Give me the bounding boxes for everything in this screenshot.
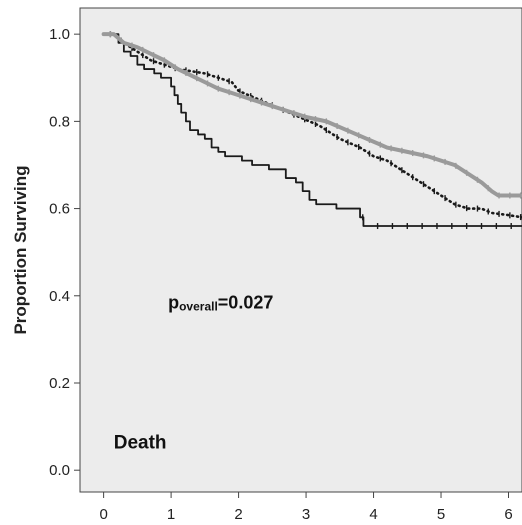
series-1-line [102, 33, 522, 227]
y-axis-title: Proportion Surviving [11, 165, 30, 334]
x-tick-label: 0 [99, 506, 107, 523]
y-tick-label: 0.6 [49, 201, 70, 218]
x-tick-label: 1 [167, 506, 175, 523]
x-tick-label: 3 [302, 506, 310, 523]
series-3-line [101, 32, 522, 198]
series-2-line [102, 32, 522, 219]
pvalue-value: =0.027 [218, 293, 274, 313]
plot-area [79, 7, 522, 493]
x-tick-label: 5 [437, 506, 445, 523]
event-label: Death [114, 432, 167, 453]
y-tick-label: 0.8 [49, 113, 70, 130]
y-tick-label: 1.0 [49, 26, 70, 43]
y-tick-label: 0.4 [49, 288, 70, 305]
y-tick-label: 0.2 [49, 375, 70, 392]
pvalue-p: p [168, 293, 179, 313]
series-3 [101, 31, 522, 199]
series-layer [101, 31, 522, 230]
pvalue-annotation: poverall=0.027 [168, 293, 273, 314]
axis-layer: 0 1 2 3 4 5 6 0.0 0.2 0.4 0.6 0.8 1.0 [49, 26, 513, 523]
x-tick-label: 2 [234, 506, 242, 523]
x-tick-label: 6 [504, 506, 512, 523]
x-tick-label: 4 [369, 506, 377, 523]
pvalue-subscript: overall [179, 300, 218, 314]
y-tick-label: 0.0 [49, 462, 70, 479]
series-1 [102, 33, 522, 230]
